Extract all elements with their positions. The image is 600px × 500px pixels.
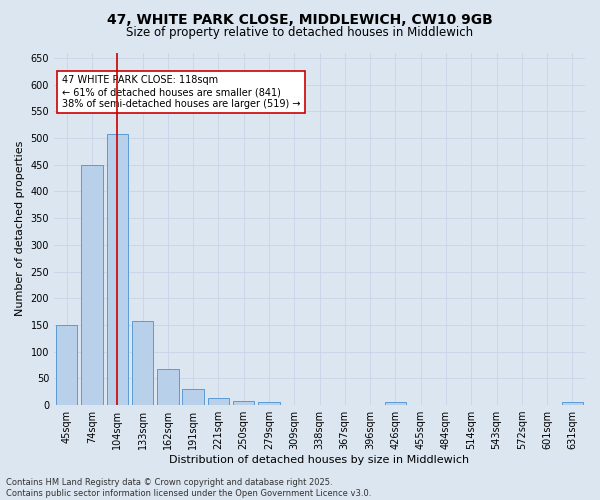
- Text: Contains HM Land Registry data © Crown copyright and database right 2025.
Contai: Contains HM Land Registry data © Crown c…: [6, 478, 371, 498]
- Bar: [208, 398, 229, 405]
- Bar: [258, 402, 280, 405]
- Bar: [56, 325, 77, 405]
- Y-axis label: Number of detached properties: Number of detached properties: [15, 141, 25, 316]
- Bar: [233, 401, 254, 405]
- Bar: [182, 389, 204, 405]
- Text: 47, WHITE PARK CLOSE, MIDDLEWICH, CW10 9GB: 47, WHITE PARK CLOSE, MIDDLEWICH, CW10 9…: [107, 12, 493, 26]
- Bar: [81, 164, 103, 405]
- Text: Size of property relative to detached houses in Middlewich: Size of property relative to detached ho…: [127, 26, 473, 39]
- Bar: [385, 402, 406, 405]
- Bar: [107, 134, 128, 405]
- Bar: [157, 370, 179, 405]
- Text: 47 WHITE PARK CLOSE: 118sqm
← 61% of detached houses are smaller (841)
38% of se: 47 WHITE PARK CLOSE: 118sqm ← 61% of det…: [62, 76, 301, 108]
- Bar: [562, 402, 583, 405]
- X-axis label: Distribution of detached houses by size in Middlewich: Distribution of detached houses by size …: [169, 455, 470, 465]
- Bar: [132, 320, 153, 405]
